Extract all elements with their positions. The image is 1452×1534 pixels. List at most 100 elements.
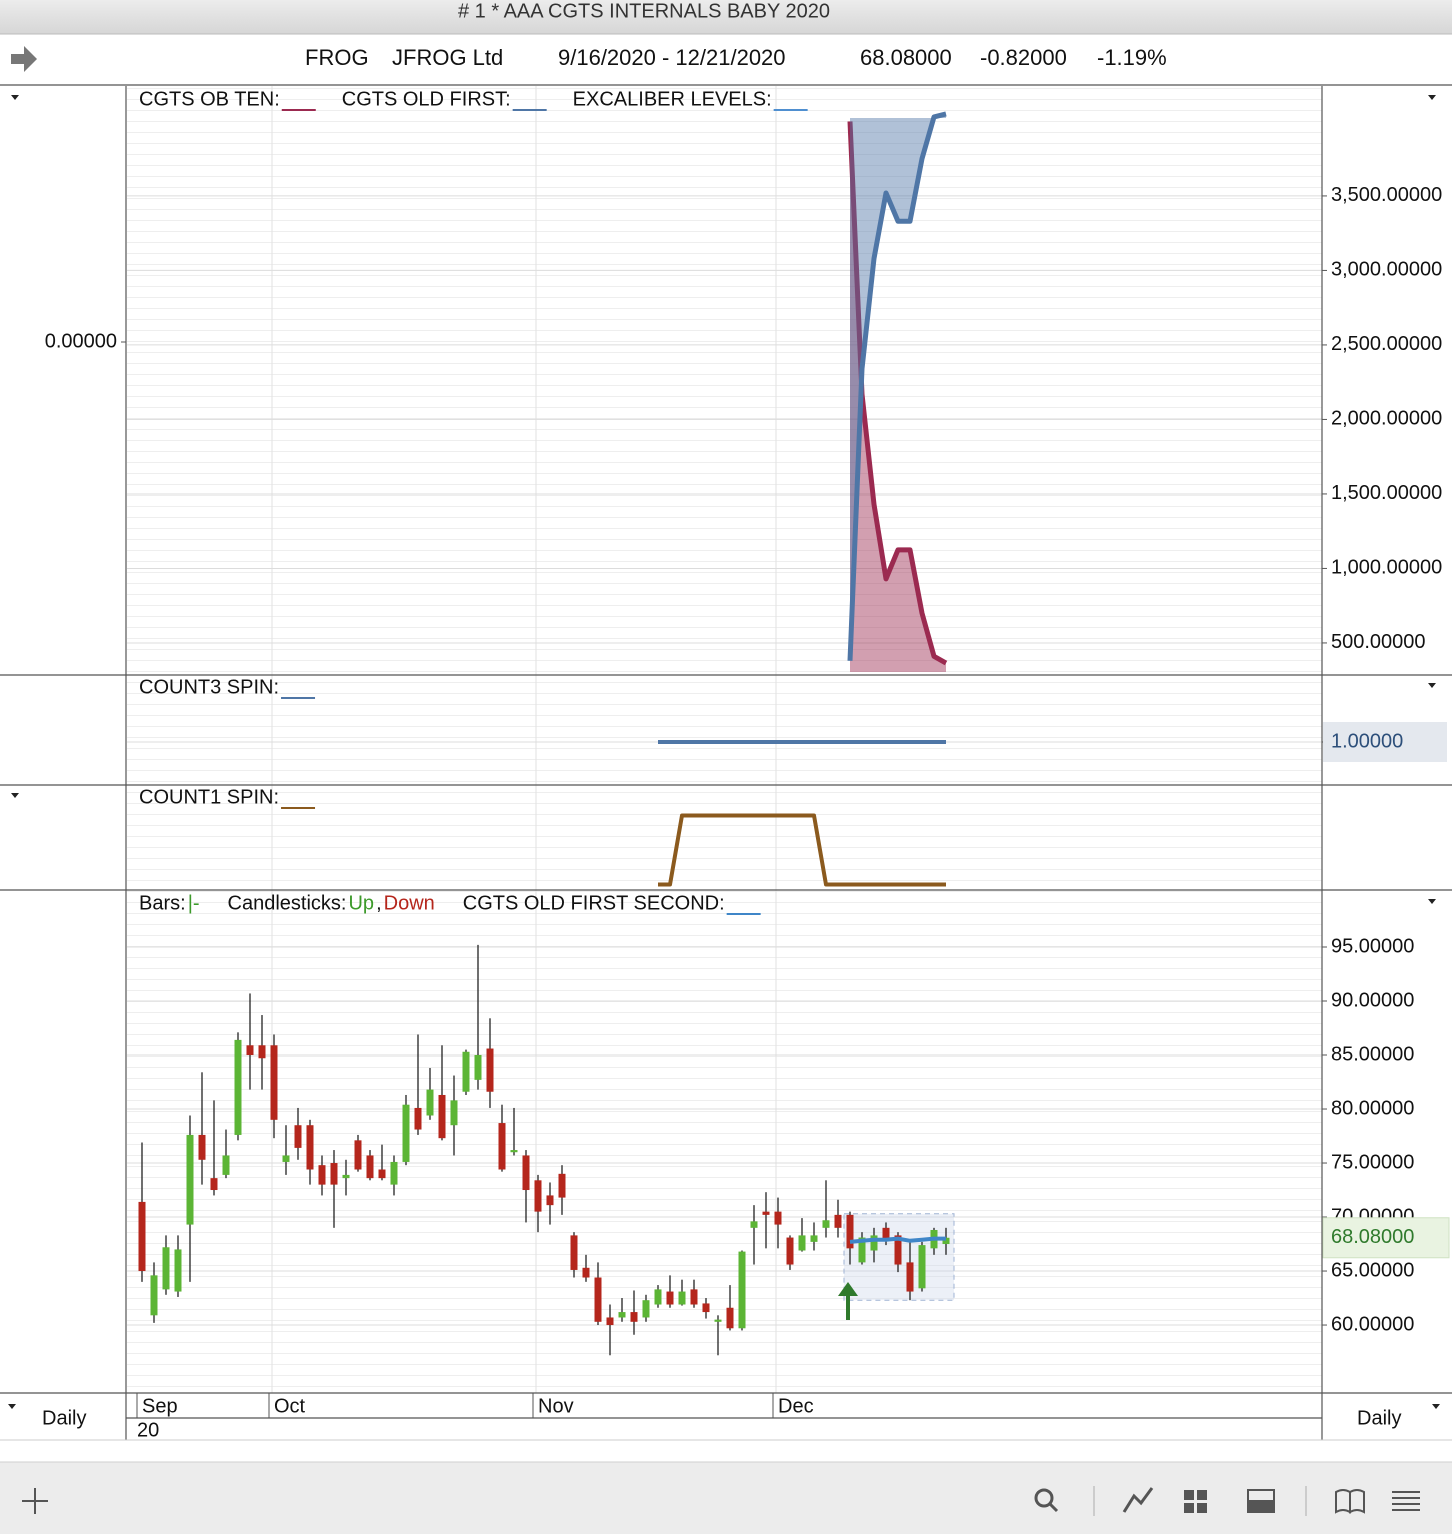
left-axis-label: 0.00000	[45, 330, 117, 352]
candle-body	[210, 1178, 218, 1191]
candle-body	[834, 1214, 842, 1228]
candle-body	[642, 1300, 650, 1318]
legend-label: COUNT1 SPIN:	[139, 786, 279, 808]
signal-arrow	[838, 1282, 858, 1320]
y-tick-label: 75.00000	[1331, 1151, 1414, 1173]
legend-label: |-	[188, 892, 200, 914]
legend-label: COUNT3 SPIN:	[139, 676, 279, 698]
y-tick-label: 2,000.00000	[1331, 408, 1442, 430]
legend-label: Up	[348, 892, 374, 914]
search-button[interactable]	[1034, 1488, 1059, 1513]
date-range: 9/16/2020 - 12/21/2020	[558, 45, 786, 70]
x-tick-label: Oct	[274, 1395, 306, 1417]
candle-body	[150, 1275, 158, 1316]
y-tick-label: 65.00000	[1331, 1259, 1414, 1281]
candle-body	[426, 1089, 434, 1116]
nav-arrow[interactable]	[11, 46, 37, 72]
candle-body	[462, 1051, 470, 1092]
candle-body	[738, 1251, 746, 1329]
candle-body	[762, 1211, 770, 1215]
series-area	[850, 121, 946, 672]
price-change: -0.82000	[980, 45, 1067, 70]
candle-body	[690, 1289, 698, 1305]
candle-body	[714, 1319, 722, 1322]
legend-label: CGTS OLD FIRST SECOND:	[463, 892, 725, 914]
y-tick-label: 80.00000	[1331, 1097, 1414, 1119]
candle-body	[810, 1235, 818, 1242]
candle-body	[354, 1140, 362, 1170]
candle-body	[474, 1055, 482, 1080]
grid-button[interactable]	[1184, 1490, 1207, 1513]
candle-body	[618, 1312, 626, 1318]
candle-body	[774, 1211, 782, 1225]
candle-body	[894, 1235, 902, 1265]
chart-button[interactable]	[1122, 1487, 1154, 1513]
candle-body	[570, 1235, 578, 1270]
candle-body	[594, 1277, 602, 1322]
candle-body	[390, 1161, 398, 1185]
last-price-box	[1322, 1217, 1450, 1259]
candle-body	[174, 1249, 182, 1292]
series-line	[658, 813, 946, 887]
list-button[interactable]	[1392, 1491, 1420, 1511]
candle-body	[558, 1173, 566, 1198]
y-tick-label: 3,500.00000	[1331, 184, 1442, 206]
candle-body	[282, 1155, 290, 1162]
y-tick-label: 95.00000	[1331, 935, 1414, 957]
candle-body	[138, 1201, 146, 1272]
y-tick-label: 3,000.00000	[1331, 259, 1442, 281]
candle-body	[222, 1155, 230, 1175]
y-tick-label: 90.00000	[1331, 989, 1414, 1011]
x-tick-label: Dec	[778, 1395, 814, 1417]
last-price-label: 68.08000	[1331, 1226, 1414, 1248]
candle-body	[270, 1045, 278, 1120]
candle-body	[318, 1165, 326, 1185]
candle-body	[546, 1195, 554, 1206]
y-tick-label: 85.00000	[1331, 1043, 1414, 1065]
last-price: 68.08000	[860, 45, 952, 70]
symbol: FROG	[305, 45, 369, 70]
legend-label: CGTS OLD FIRST:	[342, 88, 511, 110]
candle-body	[870, 1235, 878, 1251]
toolbar	[0, 1462, 1452, 1534]
candle-body	[534, 1180, 542, 1212]
candle-body	[366, 1155, 374, 1179]
candle-body	[414, 1107, 422, 1130]
window-title: # 1 * AAA CGTS INTERNALS BABY 2020	[458, 0, 830, 22]
x-year-label: 20	[137, 1419, 159, 1441]
candle-body	[450, 1100, 458, 1126]
window-button[interactable]	[1247, 1489, 1275, 1513]
candle-body	[750, 1221, 758, 1228]
candle-body	[678, 1291, 686, 1305]
timeframe-left[interactable]: Daily	[42, 1407, 86, 1429]
add-button[interactable]	[22, 1488, 48, 1514]
y-tick-label: 500.00000	[1331, 631, 1426, 653]
candle-body	[846, 1214, 854, 1249]
candle-body	[306, 1125, 314, 1170]
candle-body	[294, 1125, 302, 1148]
candle-body	[666, 1291, 674, 1305]
legend-label: Bars:	[139, 892, 186, 914]
legend-label: ,	[376, 892, 382, 914]
timeframe-right[interactable]: Daily	[1357, 1407, 1401, 1429]
candle-body	[702, 1303, 710, 1313]
y-tick-label: 60.00000	[1331, 1313, 1414, 1335]
candle-body	[582, 1267, 590, 1278]
panels: Sep Oct Nov Dec 20 500.00000 1,000.00000 1,500.…	[45, 86, 1450, 1441]
y-tick-label: 1,500.00000	[1331, 482, 1442, 504]
candle-body	[630, 1312, 638, 1322]
minor-grid	[127, 86, 1322, 1393]
candle-body	[726, 1307, 734, 1329]
book-button[interactable]	[1335, 1489, 1365, 1514]
menu-arrows[interactable]	[8, 95, 1440, 1409]
title-bar	[0, 0, 1452, 34]
candle-body	[498, 1123, 506, 1170]
candle-body	[342, 1174, 350, 1179]
series-line	[847, 121, 948, 666]
legend-label: Down	[384, 892, 435, 914]
y-tick-label: 2,500.00000	[1331, 333, 1442, 355]
series-line	[849, 1236, 946, 1244]
legend-label: CGTS OB TEN:	[139, 88, 280, 110]
legend-label: EXCALIBER LEVELS:	[573, 88, 772, 110]
